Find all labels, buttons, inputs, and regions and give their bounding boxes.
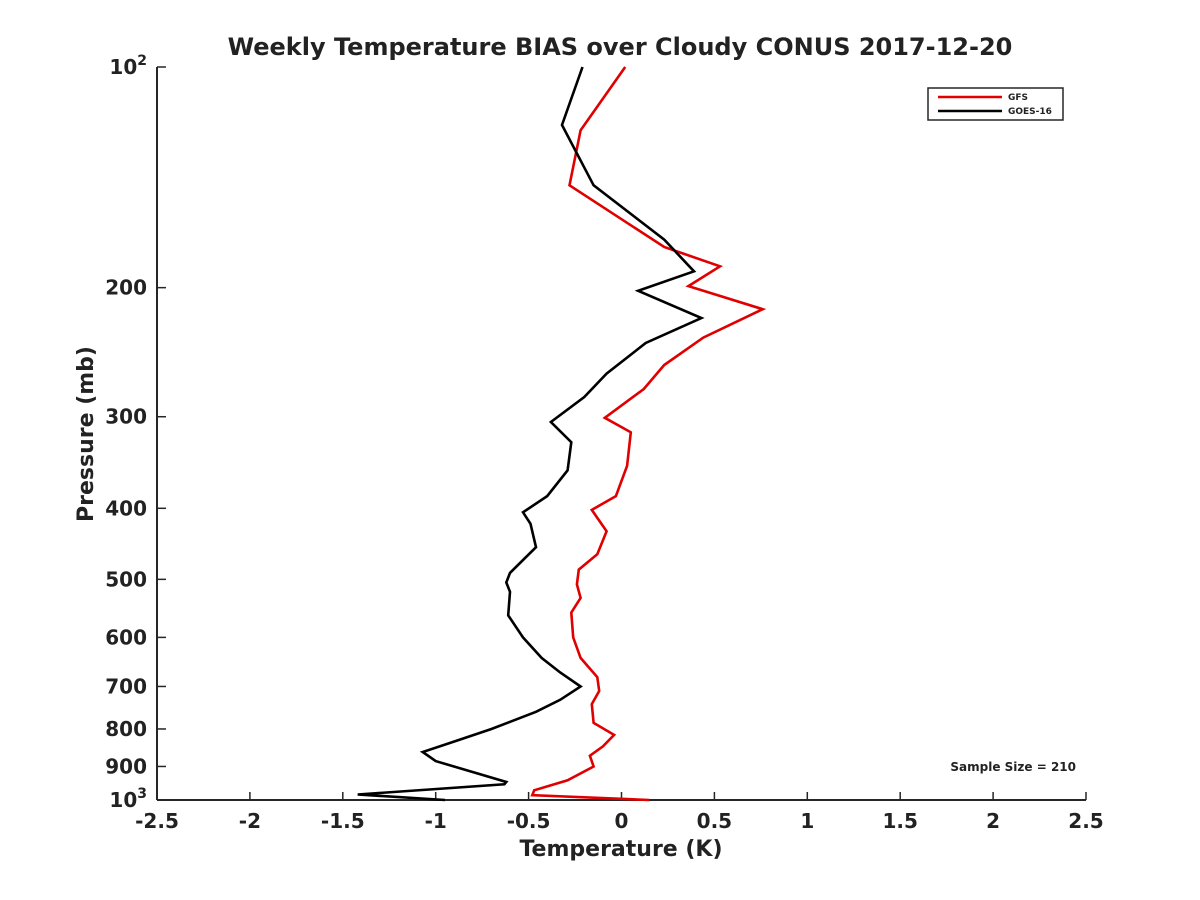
x-tick-label: -0.5 — [507, 809, 551, 833]
x-axis-label: Temperature (K) — [519, 837, 722, 862]
y-tick-label: 300 — [105, 405, 147, 429]
y-tick-label: 600 — [105, 625, 147, 649]
ticks: -2.5 -2 -1.5 -1 -0.5 0 0.5 1 1.5 2 2.5 102 200 300 400… — [105, 53, 1103, 833]
y-tick-label: 102 — [109, 53, 147, 79]
y-axis-label: Pressure (mb) — [74, 346, 99, 522]
legend-label-gfs: GFS — [1008, 93, 1028, 103]
x-tick-label: -2.5 — [135, 809, 179, 833]
x-tick-label: 1.5 — [882, 809, 917, 833]
x-tick-label: -2 — [239, 809, 261, 833]
x-tick-label: 0 — [615, 809, 629, 833]
series-line-gfs — [530, 66, 767, 802]
y-tick-label: 400 — [105, 496, 147, 520]
x-tick-label: 2.5 — [1068, 809, 1103, 833]
x-tick-label: 2 — [986, 809, 1000, 833]
sample-size-annotation: Sample Size = 210 — [950, 760, 1076, 774]
legend-box — [927, 87, 1064, 121]
x-tick-label: -1.5 — [321, 809, 365, 833]
legend-label-goes16: GOES-16 — [1008, 107, 1052, 117]
series-line-goes-16 — [357, 66, 705, 802]
y-tick-label: 200 — [105, 276, 147, 300]
series-group — [357, 66, 767, 802]
x-tick-label: 1 — [800, 809, 814, 833]
y-tick-label: 800 — [105, 717, 147, 741]
chart-title: Weekly Temperature BIAS over Cloudy CONU… — [228, 33, 1013, 61]
y-tick-label: 500 — [105, 567, 147, 591]
y-tick-label: 103 — [109, 786, 147, 812]
axes — [156, 67, 1086, 801]
x-tick-label: -1 — [425, 809, 447, 833]
legend: GFS GOES-16 — [927, 87, 1064, 121]
y-tick-label: 700 — [105, 674, 147, 698]
x-tick-label: 0.5 — [697, 809, 732, 833]
y-tick-label: 900 — [105, 754, 147, 778]
